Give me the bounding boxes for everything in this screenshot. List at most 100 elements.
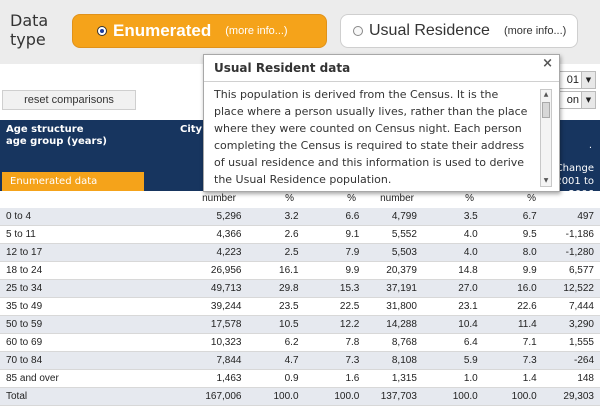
scroll-up-icon[interactable]: ▲ bbox=[541, 90, 551, 100]
percent-benchmark-2006-cell: 9.1 bbox=[305, 226, 366, 244]
number-2001-cell: 8,768 bbox=[365, 334, 423, 352]
percent-2001-cell: 4.0 bbox=[423, 244, 484, 262]
percent-benchmark-2006-cell: 15.3 bbox=[305, 280, 366, 298]
column-subheaders: number % % number % % bbox=[0, 191, 600, 208]
table-row: 12 to 174,2232.57.95,5034.08.0-1,280 bbox=[0, 244, 600, 262]
number-2001-cell: 137,703 bbox=[365, 388, 423, 406]
usual-residence-option[interactable]: Usual Residence (more info...) bbox=[340, 14, 578, 48]
percent-2006-cell: 100.0 bbox=[247, 388, 304, 406]
popup-body: This population is derived from the Cens… bbox=[214, 86, 536, 188]
enumerated-option[interactable]: Enumerated (more info...) bbox=[72, 14, 327, 48]
number-2001-cell: 37,191 bbox=[365, 280, 423, 298]
table-row: 0 to 45,2963.26.64,7993.56.7497 bbox=[0, 208, 600, 226]
number-2006-cell: 10,323 bbox=[158, 334, 248, 352]
age-group-subtitle: age group (years) bbox=[6, 136, 107, 148]
chevron-down-icon[interactable]: ▼ bbox=[581, 92, 595, 108]
change-2001-2006-cell: -264 bbox=[543, 352, 600, 370]
percent-benchmark-2001-cell: 9.9 bbox=[484, 262, 543, 280]
number-2001-cell: 1,315 bbox=[365, 370, 423, 388]
change-2001-2006-cell: 7,444 bbox=[543, 298, 600, 316]
percent-benchmark-2006-cell: 7.8 bbox=[305, 334, 366, 352]
percent-benchmark-2001-cell: 9.5 bbox=[484, 226, 543, 244]
table-row: 60 to 6910,3236.27.88,7686.47.11,555 bbox=[0, 334, 600, 352]
usual-residence-radio[interactable] bbox=[353, 26, 363, 36]
change-title: Change bbox=[555, 162, 594, 175]
reset-comparisons-button[interactable]: reset comparisons bbox=[2, 90, 136, 110]
age-group-cell: 5 to 11 bbox=[0, 226, 158, 244]
percent-benchmark-2006-cell: 1.6 bbox=[305, 370, 366, 388]
percent-2006-cell: 6.2 bbox=[247, 334, 304, 352]
age-group-cell: 12 to 17 bbox=[0, 244, 158, 262]
age-group-cell: 25 to 34 bbox=[0, 280, 158, 298]
popup-scrollbar[interactable]: ▲ ▼ bbox=[540, 89, 552, 187]
percent-2006-cell: 10.5 bbox=[247, 316, 304, 334]
col-percent-benchmark-2001: % bbox=[527, 193, 536, 204]
number-2001-cell: 5,503 bbox=[365, 244, 423, 262]
change-2001-2006-cell: -1,280 bbox=[543, 244, 600, 262]
percent-2001-cell: 10.4 bbox=[423, 316, 484, 334]
number-2006-cell: 167,006 bbox=[158, 388, 248, 406]
percent-2001-cell: 23.1 bbox=[423, 298, 484, 316]
number-2001-cell: 20,379 bbox=[365, 262, 423, 280]
change-2001-2006-cell: -1,186 bbox=[543, 226, 600, 244]
age-structure-table: 0 to 45,2963.26.64,7993.56.74975 to 114,… bbox=[0, 208, 600, 406]
percent-2001-cell: 6.4 bbox=[423, 334, 484, 352]
percent-benchmark-2006-cell: 6.6 bbox=[305, 208, 366, 226]
number-2001-cell: 4,799 bbox=[365, 208, 423, 226]
number-2006-cell: 4,223 bbox=[158, 244, 248, 262]
percent-2001-cell: 100.0 bbox=[423, 388, 484, 406]
comparison-select-value: on bbox=[559, 94, 581, 106]
close-icon[interactable]: × bbox=[542, 56, 553, 71]
comparison-select[interactable]: on ▼ bbox=[558, 91, 596, 109]
change-2001-2006-cell: 497 bbox=[543, 208, 600, 226]
percent-2006-cell: 2.6 bbox=[247, 226, 304, 244]
popup-divider bbox=[204, 81, 559, 82]
table-row: 70 to 847,8444.77.38,1085.97.3-264 bbox=[0, 352, 600, 370]
year-select[interactable]: 01 ▼ bbox=[558, 71, 596, 89]
chevron-down-icon[interactable]: ▼ bbox=[581, 72, 595, 88]
header-dot: . bbox=[589, 140, 592, 151]
percent-benchmark-2001-cell: 1.4 bbox=[484, 370, 543, 388]
table-row: 18 to 2426,95616.19.920,37914.89.96,577 bbox=[0, 262, 600, 280]
table-row: 25 to 3449,71329.815.337,19127.016.012,5… bbox=[0, 280, 600, 298]
year-select-value: 01 bbox=[559, 74, 581, 86]
percent-2001-cell: 5.9 bbox=[423, 352, 484, 370]
percent-2006-cell: 0.9 bbox=[247, 370, 304, 388]
age-group-cell: 70 to 84 bbox=[0, 352, 158, 370]
percent-benchmark-2001-cell: 7.3 bbox=[484, 352, 543, 370]
enumerated-radio[interactable] bbox=[97, 26, 107, 36]
scroll-down-icon[interactable]: ▼ bbox=[541, 176, 551, 186]
change-2001-2006-cell: 29,303 bbox=[543, 388, 600, 406]
col-percent-2001: % bbox=[465, 193, 474, 204]
scrollbar-thumb[interactable] bbox=[542, 102, 550, 118]
age-group-cell: 50 to 59 bbox=[0, 316, 158, 334]
age-group-cell: 0 to 4 bbox=[0, 208, 158, 226]
change-2001-2006-cell: 3,290 bbox=[543, 316, 600, 334]
enumerated-more-info-link[interactable]: (more info...) bbox=[225, 25, 287, 37]
change-2001-2006-cell: 12,522 bbox=[543, 280, 600, 298]
number-2001-cell: 5,552 bbox=[365, 226, 423, 244]
age-group-cell: 85 and over bbox=[0, 370, 158, 388]
number-2006-cell: 4,366 bbox=[158, 226, 248, 244]
number-2001-cell: 14,288 bbox=[365, 316, 423, 334]
percent-2001-cell: 4.0 bbox=[423, 226, 484, 244]
number-2006-cell: 49,713 bbox=[158, 280, 248, 298]
enumerated-data-tag: Enumerated data bbox=[2, 172, 144, 191]
age-group-cell: Total bbox=[0, 388, 158, 406]
number-2001-cell: 31,800 bbox=[365, 298, 423, 316]
percent-2001-cell: 3.5 bbox=[423, 208, 484, 226]
percent-2006-cell: 4.7 bbox=[247, 352, 304, 370]
percent-benchmark-2001-cell: 100.0 bbox=[484, 388, 543, 406]
change-2001-2006-cell: 1,555 bbox=[543, 334, 600, 352]
percent-benchmark-2006-cell: 9.9 bbox=[305, 262, 366, 280]
usual-residence-more-info-link[interactable]: (more info...) bbox=[504, 25, 566, 37]
percent-2001-cell: 1.0 bbox=[423, 370, 484, 388]
popup-title: Usual Resident data bbox=[214, 61, 350, 75]
percent-benchmark-2001-cell: 11.4 bbox=[484, 316, 543, 334]
number-2006-cell: 7,844 bbox=[158, 352, 248, 370]
percent-benchmark-2006-cell: 7.9 bbox=[305, 244, 366, 262]
col-number-2001: number bbox=[380, 193, 414, 204]
percent-benchmark-2001-cell: 7.1 bbox=[484, 334, 543, 352]
data-type-label: Data type bbox=[10, 11, 60, 49]
percent-2006-cell: 3.2 bbox=[247, 208, 304, 226]
